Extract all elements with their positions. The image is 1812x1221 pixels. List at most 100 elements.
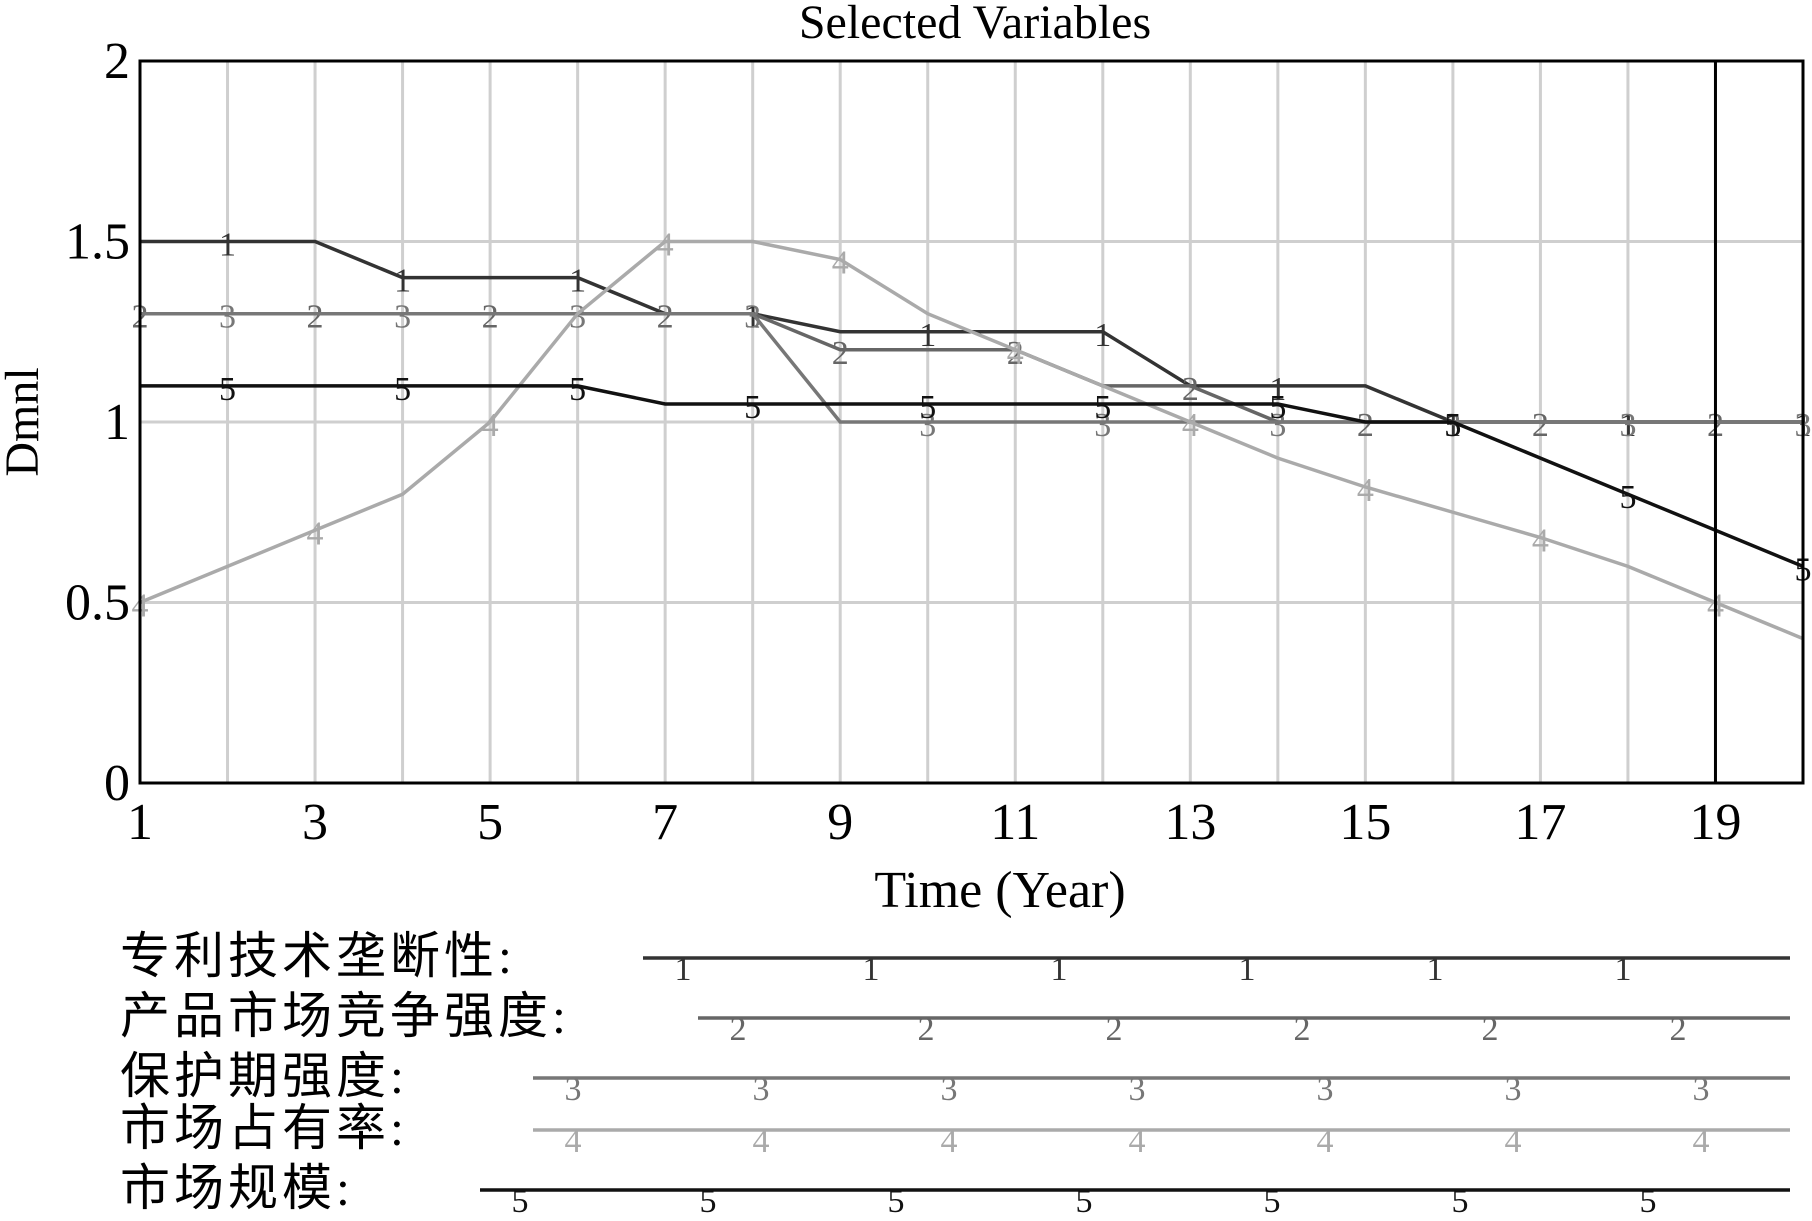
series-point-marker: 1 (1444, 407, 1461, 444)
series-point-marker: 2 (657, 299, 674, 336)
legend-marker: 1 (675, 951, 692, 988)
y-tick-label: 1 (104, 394, 130, 451)
series-point-marker: 3 (394, 299, 411, 336)
legend-marker: 5 (888, 1183, 905, 1220)
legend-marker: 3 (565, 1071, 582, 1108)
x-axis-label: Time (Year) (874, 862, 1125, 919)
x-tick-label: 7 (652, 794, 678, 851)
x-tick-label: 15 (1339, 794, 1391, 851)
series-line-4 (139, 239, 1804, 641)
series-point-marker: 2 (1182, 371, 1199, 408)
series-point-marker: 1 (394, 263, 411, 300)
legend-marker: 4 (753, 1123, 770, 1160)
series-point-marker: 5 (919, 389, 936, 426)
series-point-marker: 5 (219, 371, 236, 408)
legend-marker: 2 (1106, 1011, 1123, 1048)
legend-marker: 5 (1264, 1183, 1281, 1220)
x-tick-label: 13 (1164, 794, 1216, 851)
series-point-marker: 2 (1357, 407, 1374, 444)
y-tick-label: 1.5 (65, 214, 130, 271)
series-point-marker: 5 (1619, 479, 1636, 516)
plot-frame (138, 59, 1805, 785)
series-point-marker: 5 (1269, 389, 1286, 426)
x-tick-label: 19 (1689, 794, 1741, 851)
legend-marker: 3 (753, 1071, 770, 1108)
series-point-marker: 3 (1619, 407, 1636, 444)
x-tick-label: 9 (827, 794, 853, 851)
legend-marker: 1 (1615, 951, 1632, 988)
series-point-marker: 2 (482, 299, 499, 336)
x-tick-label: 11 (990, 794, 1040, 851)
legend-marker: 3 (1505, 1071, 1522, 1108)
series-point-marker: 1 (1094, 317, 1111, 354)
series-point-marker: 1 (219, 227, 236, 264)
legend-marker: 4 (1129, 1123, 1146, 1160)
legend-marker: 5 (1640, 1183, 1657, 1220)
series-point-marker: 3 (1094, 407, 1111, 444)
series-point-marker: 4 (1007, 335, 1024, 372)
legend-marker: 2 (1482, 1011, 1499, 1048)
legend-marker: 1 (1239, 951, 1256, 988)
x-tick-label: 17 (1514, 794, 1566, 851)
series-point-marker: 2 (832, 335, 849, 372)
y-tick-label: 2 (104, 33, 130, 90)
y-tick-label: 0 (104, 755, 130, 812)
series-point-marker: 5 (1444, 407, 1461, 444)
series-point-marker: 4 (307, 515, 324, 552)
series-point-marker: 3 (744, 299, 761, 336)
chart-title: Selected Variables (799, 0, 1151, 49)
legend-marker: 2 (918, 1011, 935, 1048)
series-point-marker: 2 (1532, 407, 1549, 444)
legend-marker: 1 (1427, 951, 1444, 988)
y-axis-label: Dmnl (0, 367, 49, 476)
legend-marker: 5 (1452, 1183, 1469, 1220)
y-tick-label: 0.5 (65, 575, 130, 632)
legend-marker: 5 (1076, 1183, 1093, 1220)
series-point-marker: 2 (307, 299, 324, 336)
series-point-marker: 1 (919, 317, 936, 354)
legend-label-1: 专利技术垄断性: (120, 928, 516, 984)
series-point-marker: 1 (1269, 371, 1286, 408)
legend-marker: 4 (1505, 1123, 1522, 1160)
x-tick-label: 3 (302, 794, 328, 851)
series-point-marker: 5 (394, 371, 411, 408)
legend-label-3: 保护期强度: (120, 1048, 408, 1104)
series-point-marker: 5 (1094, 389, 1111, 426)
legend-marker: 4 (565, 1123, 582, 1160)
series-point-marker: 5 (744, 389, 761, 426)
legend-marker: 5 (700, 1183, 717, 1220)
series-line-3 (140, 311, 1803, 424)
plot-series: 1111111111222222222233333333334444444444… (132, 227, 1812, 641)
series-point-marker: 3 (1269, 407, 1286, 444)
legend-label-4: 市场占有率: (120, 1100, 408, 1156)
x-tick-label: 1 (127, 794, 153, 851)
legend-marker: 2 (1670, 1011, 1687, 1048)
series-point-marker: 1 (569, 263, 586, 300)
series-point-marker: 3 (219, 299, 236, 336)
legend-marker: 3 (1317, 1071, 1334, 1108)
legend-marker: 3 (1129, 1071, 1146, 1108)
series-point-marker: 4 (482, 407, 499, 444)
series-point-marker: 1 (744, 299, 761, 336)
series-point-marker: 4 (1532, 523, 1549, 560)
legend-marker: 1 (863, 951, 880, 988)
x-tick-label: 5 (477, 794, 503, 851)
legend-marker: 2 (730, 1011, 747, 1048)
legend-marker: 2 (1294, 1011, 1311, 1048)
legend-marker: 3 (941, 1071, 958, 1108)
series-point-marker: 4 (1357, 472, 1374, 509)
series-point-marker: 4 (832, 245, 849, 282)
legend-label-2: 产品市场竞争强度: (120, 988, 570, 1044)
series-point-marker: 3 (569, 299, 586, 336)
legend-marker: 4 (941, 1123, 958, 1160)
series-point-marker: 5 (569, 371, 586, 408)
series-point-marker: 1 (1619, 407, 1636, 444)
legend-marker: 3 (1693, 1071, 1710, 1108)
series-point-marker: 2 (1007, 335, 1024, 372)
series-point-marker: 3 (919, 407, 936, 444)
legend-label-5: 市场规模: (120, 1160, 354, 1216)
legend: 专利技术垄断性: 1 1 1 1 1 1 产品市场竞争强度: 2 2 2 2 2 2 保护期强度: 3 3 3 3 3… (120, 928, 1790, 1220)
legend-marker: 4 (1317, 1123, 1334, 1160)
